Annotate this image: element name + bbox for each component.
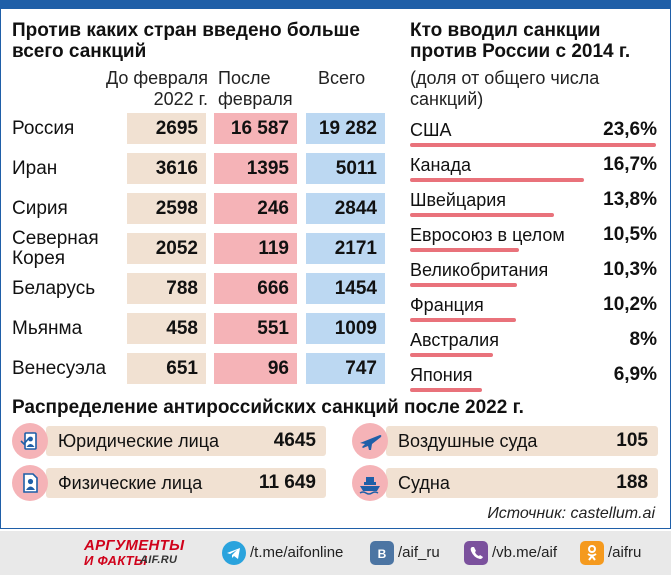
- cell-before: 3616: [127, 153, 206, 184]
- share-value: 23,6%: [603, 119, 657, 140]
- distribution-value: 188: [616, 472, 648, 493]
- cell-total: 747: [306, 353, 385, 384]
- cell-after: 96: [214, 353, 297, 384]
- share-value: 10,3%: [603, 259, 657, 280]
- ship-icon: [352, 465, 388, 501]
- distribution-value: 105: [616, 430, 648, 451]
- distribution-item-ships: Судна 188: [386, 468, 658, 498]
- share-value: 10,2%: [603, 294, 657, 315]
- vk-link-text: /aif_ru: [398, 544, 440, 561]
- cell-total: 5011: [306, 153, 385, 184]
- cell-total: 2844: [306, 193, 385, 224]
- cell-after: 16 587: [214, 113, 297, 144]
- telegram-icon: [222, 541, 246, 565]
- distribution-item-aircraft: Воздушные суда 105: [386, 426, 658, 456]
- cell-before: 2598: [127, 193, 206, 224]
- distribution-label: Воздушные суда: [398, 431, 538, 451]
- ok-link-text: /aifru: [608, 544, 642, 561]
- top-accent-bar: [0, 0, 671, 9]
- cell-before: 788: [127, 273, 206, 304]
- vk-icon: B: [370, 541, 394, 565]
- share-value: 10,5%: [603, 224, 657, 245]
- viber-icon: [464, 541, 488, 565]
- share-bar: [410, 178, 584, 182]
- footer: АРГУМЕНТЫ И ФАКТЫ AIF.RU /t.me/aifonline…: [0, 531, 671, 575]
- telegram-link-text: /t.me/aifonline: [250, 544, 344, 561]
- cell-after: 1395: [214, 153, 297, 184]
- share-bar: [410, 213, 554, 217]
- logo-line1: АРГУМЕНТЫ: [84, 537, 185, 554]
- svg-text:B: B: [378, 547, 387, 561]
- country-name: Иран: [12, 158, 58, 179]
- legal-entity-icon: [12, 423, 48, 459]
- distribution-item-legal: Юридические лица 4645: [46, 426, 326, 456]
- cell-after: 551: [214, 313, 297, 344]
- share-country: Канада: [410, 155, 471, 175]
- share-bar: [410, 318, 516, 322]
- sanctions-share-title: Кто вводил санкции против России с 2014 …: [410, 20, 631, 62]
- viber-link-text: /vb.me/aif: [492, 544, 558, 561]
- share-bar: [410, 388, 482, 392]
- share-country: Япония: [410, 365, 473, 385]
- share-bar: [410, 143, 656, 147]
- country-name: Венесуэла: [12, 358, 107, 379]
- sanctions-share-subtitle: (доля от общего числа санкций): [410, 68, 600, 109]
- share-bar: [410, 353, 493, 357]
- distribution-item-individuals: Физические лица 11 649: [46, 468, 326, 498]
- cell-before: 2695: [127, 113, 206, 144]
- cell-after: 246: [214, 193, 297, 224]
- share-bar: [410, 283, 517, 287]
- countries-table-title: Против каких стран введено больше всего …: [12, 20, 360, 62]
- source-note: Источник: castellum.ai: [487, 505, 655, 522]
- country-name: Сирия: [12, 198, 68, 219]
- country-name: Беларусь: [12, 278, 96, 299]
- share-value: 16,7%: [603, 154, 657, 175]
- share-country: Франция: [410, 295, 484, 315]
- country-name: Россия: [12, 118, 75, 139]
- distribution-label: Юридические лица: [58, 431, 220, 451]
- country-name: Северная Корея: [12, 228, 99, 269]
- distribution-label: Физические лица: [58, 473, 203, 493]
- share-country: Великобритания: [410, 260, 549, 280]
- country-name: Мьянма: [12, 318, 83, 339]
- ok-icon: [580, 541, 604, 565]
- col-header-after: После февраля: [218, 68, 293, 109]
- logo-domain: AIF.RU: [140, 554, 178, 566]
- col-header-before: До февраля 2022 г.: [105, 68, 208, 109]
- share-value: 6,9%: [613, 364, 657, 385]
- share-country: Евросоюз в целом: [410, 225, 565, 245]
- cell-after: 119: [214, 233, 297, 264]
- cell-total: 1009: [306, 313, 385, 344]
- cell-before: 651: [127, 353, 206, 384]
- share-country: Швейцария: [410, 190, 507, 210]
- share-bar: [410, 248, 519, 252]
- share-value: 8%: [629, 329, 657, 350]
- share-value: 13,8%: [603, 189, 657, 210]
- distribution-title: Распределение антироссийских санкций пос…: [12, 397, 524, 418]
- aif-logo[interactable]: АРГУМЕНТЫ И ФАКТЫ AIF.RU: [84, 537, 196, 567]
- cell-total: 19 282: [306, 113, 385, 144]
- cell-before: 458: [127, 313, 206, 344]
- cell-total: 1454: [306, 273, 385, 304]
- cell-after: 666: [214, 273, 297, 304]
- distribution-value: 4645: [273, 430, 316, 451]
- distribution-label: Судна: [398, 473, 450, 493]
- col-header-total: Всего: [318, 68, 366, 88]
- airplane-icon: [352, 423, 388, 459]
- logo-line2: И ФАКТЫ: [84, 553, 148, 568]
- cell-total: 2171: [306, 233, 385, 264]
- cell-before: 2052: [127, 233, 206, 264]
- person-document-icon: [12, 465, 48, 501]
- distribution-value: 11 649: [258, 472, 316, 493]
- share-country: Австралия: [410, 330, 499, 350]
- share-country: США: [410, 120, 452, 140]
